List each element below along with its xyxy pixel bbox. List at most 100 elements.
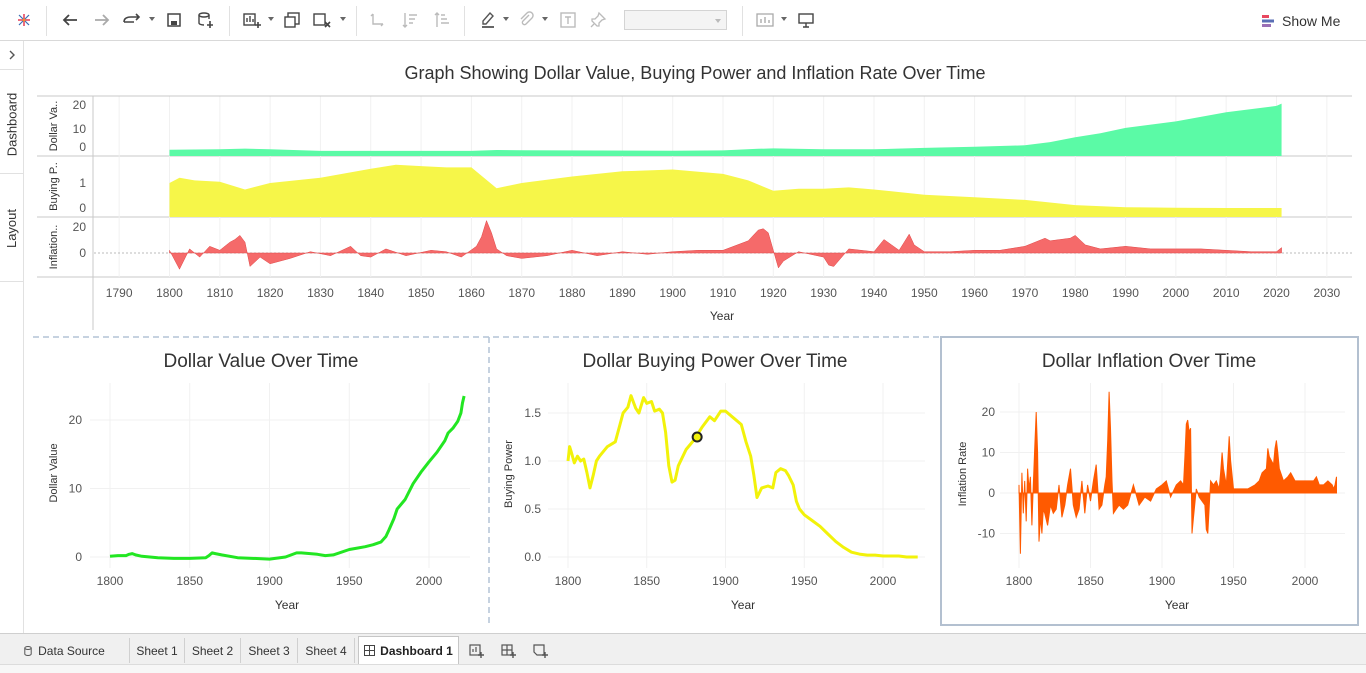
inflation-chart[interactable]: Dollar Inflation Over Time 1800 1850 1900 1… [957, 351, 1345, 612]
x-tick-label: 1850 [176, 574, 203, 588]
y-tick-label: 0 [79, 140, 86, 154]
chart-title: Dollar Inflation Over Time [1042, 351, 1256, 372]
sheet-tabs-bar: Data Source Sheet 1 Sheet 2 Sheet 3 Shee… [0, 633, 1366, 673]
show-me-button[interactable]: Show Me [1262, 10, 1340, 32]
show-me-icon [1262, 15, 1274, 27]
show-labels-chevron-down-icon[interactable] [781, 17, 787, 21]
tab-data-source-label: Data Source [38, 643, 105, 658]
y-tick-label: 0 [79, 246, 86, 260]
pause-updates-chevron-down-icon[interactable] [149, 17, 155, 21]
x-tick-label: 1830 [307, 286, 334, 300]
tab-sheet-2[interactable]: Sheet 2 [185, 638, 241, 663]
highlight-chevron-down-icon[interactable] [503, 17, 509, 21]
x-tick-label: 1800 [156, 286, 183, 300]
y-tick-label: 1.5 [524, 406, 541, 420]
new-story-tab-icon[interactable] [528, 638, 554, 663]
pane-y-axis-title: Buying P.. [48, 162, 60, 211]
x-tick-label: 1820 [257, 286, 284, 300]
tab-sheet-3[interactable]: Sheet 3 [241, 638, 298, 663]
y-tick-label: 20 [73, 220, 87, 234]
duplicate-sheet-icon[interactable] [280, 8, 304, 32]
tab-sheet-4-label: Sheet 4 [305, 643, 347, 658]
presentation-mode-icon[interactable] [794, 8, 818, 32]
dashboard-sidebar: Dashboard Layout [0, 41, 24, 633]
x-tick-label: 1850 [1077, 574, 1104, 588]
x-tick-label: 1800 [555, 574, 582, 588]
clear-sheet-icon[interactable] [310, 8, 334, 32]
tab-dashboard-1[interactable]: Dashboard 1 [358, 636, 459, 664]
x-axis-title: Year [731, 598, 755, 612]
new-worksheet-chevron-down-icon[interactable] [268, 17, 274, 21]
chart-title: Dollar Value Over Time [164, 351, 359, 372]
highlighted-mark [691, 431, 703, 443]
tab-data-source[interactable]: Data Source [0, 638, 130, 663]
y-axis-title: Buying Power [503, 440, 515, 508]
x-tick-label: 1810 [206, 286, 233, 300]
inflation-area [169, 219, 1282, 270]
highlight-icon[interactable] [476, 8, 500, 32]
x-tick-label: 1850 [633, 574, 660, 588]
y-tick-label: 1 [79, 176, 86, 190]
x-tick-label: 2020 [1263, 286, 1290, 300]
tab-sheet-2-label: Sheet 2 [191, 643, 234, 658]
save-icon[interactable] [162, 8, 186, 32]
x-tick-label: 2000 [870, 574, 897, 588]
fit-dropdown[interactable] [624, 10, 727, 30]
tab-layout[interactable]: Layout [0, 175, 24, 282]
clear-sheet-chevron-down-icon[interactable] [340, 17, 346, 21]
sort-descending-icon [430, 8, 454, 32]
new-data-source-icon[interactable] [194, 8, 218, 32]
x-axis-title: Year [710, 309, 734, 323]
sort-ascending-icon [398, 8, 422, 32]
dollar-value-line [109, 395, 466, 561]
y-tick-label: 0 [75, 550, 82, 564]
x-tick-label: 1980 [1062, 286, 1089, 300]
tab-dashboard[interactable]: Dashboard [0, 75, 24, 174]
x-tick-label: 1920 [760, 286, 787, 300]
chart-title: Graph Showing Dollar Value, Buying Power… [405, 63, 986, 83]
x-tick-label: 1900 [712, 574, 739, 588]
x-tick-label: 1860 [458, 286, 485, 300]
new-worksheet-icon[interactable] [240, 8, 264, 32]
pause-updates-icon[interactable] [120, 8, 144, 32]
x-tick-label: 1800 [97, 574, 124, 588]
pane-y-axis-title: Inflation.. [48, 225, 60, 270]
buying-power-chart[interactable]: Dollar Buying Power Over Time 1800 1850 19… [503, 351, 925, 612]
x-tick-label: 1900 [256, 574, 283, 588]
y-tick-label: 20 [73, 98, 87, 112]
y-tick-label: 10 [73, 122, 87, 136]
group-members-icon [514, 8, 538, 32]
x-tick-label: 1970 [1012, 286, 1039, 300]
new-worksheet-tab-icon[interactable] [464, 638, 490, 663]
x-axis-title: Year [275, 598, 299, 612]
fit-chevron-down-icon[interactable] [715, 19, 721, 23]
y-tick-label: 0.5 [524, 502, 541, 516]
x-tick-label: 1950 [911, 286, 938, 300]
undo-icon[interactable] [58, 8, 82, 32]
database-icon [24, 645, 32, 656]
pane-y-axis-title: Dollar Va.. [48, 101, 60, 152]
x-tick-label: 1900 [659, 286, 686, 300]
new-dashboard-tab-icon[interactable] [496, 638, 522, 663]
y-tick-label: 20 [69, 413, 83, 427]
redo-icon[interactable] [90, 8, 114, 32]
chart-title: Dollar Buying Power Over Time [582, 351, 847, 372]
tab-sheet-1[interactable]: Sheet 1 [130, 638, 185, 663]
dollar-value-chart[interactable]: Dollar Value Over Time 1800 1850 1900 1950 2… [48, 351, 470, 612]
y-tick-label: 1.0 [524, 454, 541, 468]
tab-sheet-4[interactable]: Sheet 4 [298, 638, 355, 663]
x-tick-label: 2030 [1313, 286, 1340, 300]
expand-sidebar-chevron-right-icon[interactable] [0, 41, 24, 70]
x-tick-label: 1790 [106, 286, 133, 300]
x-tick-label: 1940 [861, 286, 888, 300]
combined-chart[interactable]: Graph Showing Dollar Value, Buying Power… [37, 63, 1352, 330]
tableau-logo-icon[interactable] [12, 8, 36, 32]
x-tick-label: 1910 [710, 286, 737, 300]
swap-rows-columns-icon [366, 8, 390, 32]
y-tick-label: 0.0 [524, 550, 541, 564]
x-tick-label: 1880 [559, 286, 586, 300]
x-tick-label: 2000 [1292, 574, 1319, 588]
x-tick-label: 1890 [609, 286, 636, 300]
dashboard-icon [364, 645, 376, 656]
fix-axes-pin-icon [586, 8, 610, 32]
